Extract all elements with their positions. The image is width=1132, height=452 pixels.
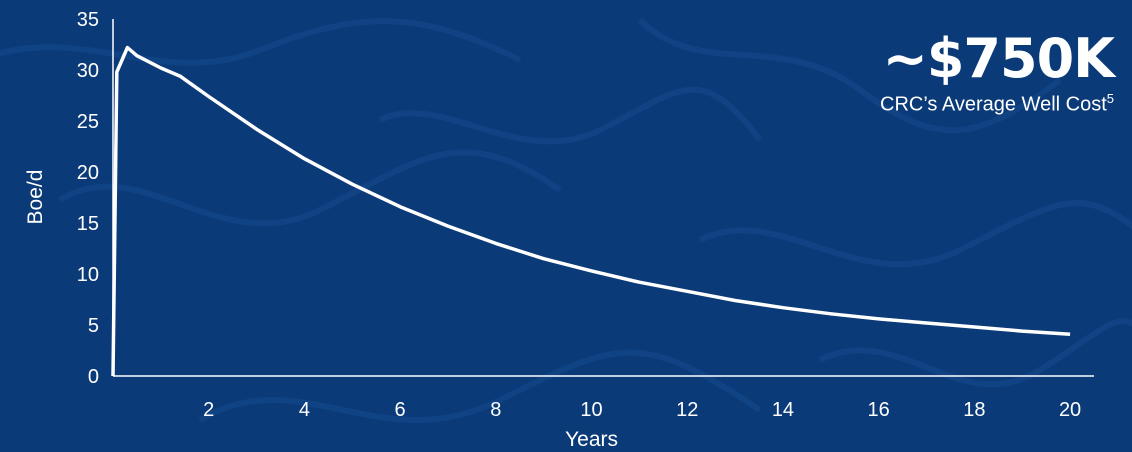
x-tick-label: 4 [299, 399, 310, 421]
x-tick-label: 6 [395, 399, 406, 421]
x-tick-label: 8 [490, 399, 501, 421]
y-tick-label: 35 [77, 9, 99, 31]
well-cost-caption: CRC’s Average Well Cost5 [880, 88, 1114, 116]
y-tick-label: 15 [77, 213, 99, 235]
footnote-marker: 5 [1106, 91, 1114, 106]
x-tick-label: 14 [772, 399, 794, 421]
production-decline-line [111, 45, 1071, 377]
x-tick-label: 18 [963, 399, 985, 421]
well-cost-caption-text: CRC’s Average Well Cost [880, 93, 1107, 116]
y-tick-label: 0 [88, 366, 99, 388]
topographic-background [0, 17, 1132, 423]
x-axis-title: Years [565, 428, 618, 451]
well-cost-value: ~$750K [882, 27, 1115, 90]
y-tick-label: 5 [88, 315, 99, 337]
x-tick-label: 12 [676, 399, 698, 421]
y-tick-label: 10 [77, 264, 99, 286]
y-tick-label: 30 [77, 60, 99, 82]
y-tick-label: 25 [77, 111, 99, 133]
x-tick-label: 20 [1059, 399, 1081, 421]
x-tick-label: 2 [203, 399, 214, 421]
x-tick-label: 16 [868, 399, 890, 421]
x-tick-label: 10 [580, 399, 602, 421]
y-tick-label: 20 [77, 162, 99, 184]
well-cost-callout: ~$750K CRC’s Average Well Cost5 [880, 27, 1115, 116]
y-axis-title: Boe/d [24, 170, 47, 225]
